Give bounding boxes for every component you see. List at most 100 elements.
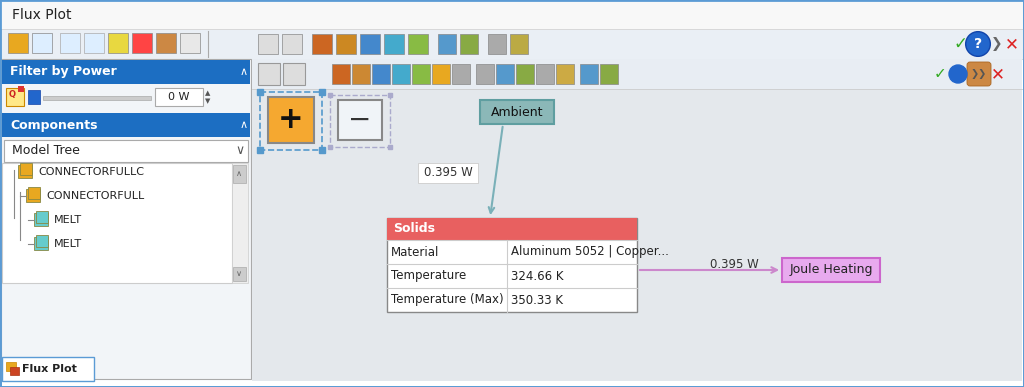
Bar (1, 59, 251, 379)
Bar (510, 34, 528, 54)
Text: ✕: ✕ (1006, 35, 1019, 53)
Text: Temperature: Temperature (391, 269, 466, 283)
Bar (432, 64, 450, 84)
Bar (8, 33, 28, 53)
Text: MELT: MELT (54, 239, 82, 249)
Bar (330, 95, 390, 147)
Bar (180, 33, 200, 53)
Bar (43, 96, 151, 100)
Bar (26, 189, 40, 202)
Bar (536, 64, 554, 84)
Bar (132, 33, 152, 53)
Bar (233, 267, 246, 281)
Bar (556, 64, 574, 84)
Bar (10, 367, 19, 375)
Bar (352, 64, 370, 84)
Bar (2, 357, 94, 381)
Bar (332, 64, 350, 84)
Bar (336, 34, 356, 54)
Bar (384, 34, 404, 54)
Bar (84, 33, 104, 53)
Text: Joule Heating: Joule Heating (790, 264, 872, 276)
Bar (156, 33, 176, 53)
Bar (452, 64, 470, 84)
Bar (2, 84, 250, 112)
Circle shape (949, 65, 967, 83)
Bar (476, 64, 494, 84)
Bar (268, 97, 314, 143)
Bar (6, 362, 16, 371)
Bar (392, 64, 410, 84)
Text: +: + (279, 106, 304, 135)
Bar (34, 237, 48, 250)
Bar (516, 64, 534, 84)
Bar (2, 60, 250, 84)
Bar (782, 258, 880, 282)
Text: ✕: ✕ (991, 65, 1005, 83)
Bar (20, 163, 32, 175)
Text: ∨: ∨ (236, 269, 242, 279)
Bar (418, 163, 478, 183)
Text: ❯❯: ❯❯ (971, 69, 987, 79)
Text: 0 W: 0 W (168, 92, 189, 102)
Bar (387, 218, 637, 240)
Bar (233, 165, 246, 183)
Text: 350.33 K: 350.33 K (511, 293, 563, 307)
Bar (232, 163, 248, 283)
Bar (18, 86, 24, 92)
Bar (6, 88, 24, 106)
Text: ▲: ▲ (206, 90, 211, 96)
Bar (387, 218, 637, 312)
Text: Components: Components (10, 118, 97, 132)
Text: ∧: ∧ (240, 67, 248, 77)
Bar (108, 33, 128, 53)
Bar (600, 64, 618, 84)
Text: Q: Q (9, 89, 16, 99)
Text: MELT: MELT (54, 215, 82, 225)
Bar (282, 34, 302, 54)
Text: 324.66 K: 324.66 K (511, 269, 563, 283)
Bar (28, 187, 40, 199)
Text: ?: ? (954, 67, 962, 80)
Bar (32, 33, 52, 53)
Text: CONNECTORFULL: CONNECTORFULL (46, 191, 144, 201)
Bar (34, 213, 48, 226)
Bar (312, 34, 332, 54)
Text: Aluminum 5052 | Copper...: Aluminum 5052 | Copper... (511, 245, 669, 259)
Bar (488, 34, 506, 54)
Bar (36, 211, 48, 223)
Text: ❯: ❯ (991, 37, 1002, 51)
Bar (438, 34, 456, 54)
Bar (2, 113, 250, 137)
Bar (496, 64, 514, 84)
Bar (28, 90, 40, 104)
Bar (260, 92, 322, 150)
FancyBboxPatch shape (967, 62, 991, 86)
Text: −: − (348, 106, 372, 134)
Text: ✓: ✓ (953, 35, 967, 53)
Text: CONNECTORFULLC: CONNECTORFULLC (38, 167, 144, 177)
Text: ?: ? (974, 37, 982, 51)
Bar (155, 88, 203, 106)
Bar (2, 163, 232, 283)
Text: ∨: ∨ (236, 144, 245, 158)
Bar (412, 64, 430, 84)
Bar (480, 100, 554, 124)
Bar (360, 34, 380, 54)
Text: ✓: ✓ (934, 67, 946, 82)
Bar (36, 235, 48, 247)
Text: Temperature (Max): Temperature (Max) (391, 293, 504, 307)
Bar (338, 100, 382, 140)
Bar (408, 34, 428, 54)
Text: ▼: ▼ (206, 98, 211, 104)
Text: ∧: ∧ (240, 120, 248, 130)
Bar (372, 64, 390, 84)
Text: Flux Plot: Flux Plot (22, 364, 77, 374)
Text: Ambient: Ambient (490, 106, 544, 118)
Bar (1, 1, 1023, 29)
Bar (283, 63, 305, 85)
Bar (258, 63, 280, 85)
Bar (252, 59, 1022, 381)
Bar (258, 34, 278, 54)
Text: Model Tree: Model Tree (12, 144, 80, 158)
